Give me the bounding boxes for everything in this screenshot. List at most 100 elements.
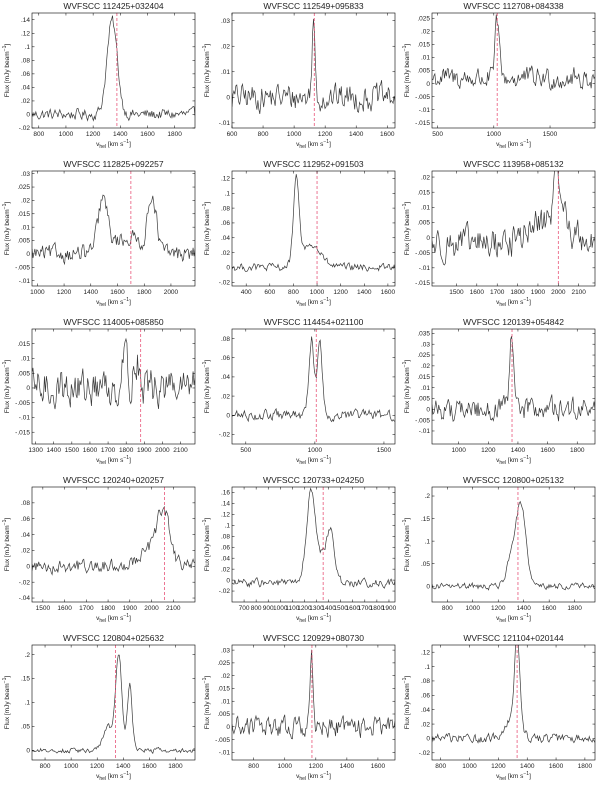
y-tick-label: -.01 <box>419 107 431 114</box>
y-tick-label: .16 <box>221 490 230 497</box>
x-axis-label: vhel [km s−1] <box>496 771 531 782</box>
x-axis-label: vhel [km s−1] <box>96 139 131 150</box>
y-tick-label: .015 <box>417 42 430 49</box>
spectrum-panel: WVFSCC 113958+085132 1500 1600 1700 1800 1900… <box>400 158 600 316</box>
x-tick-label: 1200 <box>90 763 105 770</box>
y-axis-label: Flux [mJy beam−1] <box>402 202 411 256</box>
x-tick-label: 1000 <box>273 605 288 612</box>
x-axis-label: vhel [km s−1] <box>296 455 331 466</box>
x-tick-label: 2000 <box>144 605 159 612</box>
x-tick-label: 1000 <box>462 763 477 770</box>
y-tick-label: 0 <box>426 235 430 242</box>
y-tick-label: .2 <box>25 652 31 659</box>
y-tick-label: .08 <box>21 58 30 65</box>
y-tick-label: .02 <box>421 721 430 728</box>
y-tick-label: .005 <box>17 238 30 245</box>
y-tick-label: -.015 <box>15 429 30 436</box>
y-axis-label: Flux [mJy beam−1] <box>402 360 411 414</box>
y-tick-label: .02 <box>21 198 30 205</box>
spectrum-chart: WVFSCC 112708+084338 500 1000 1500 -.015 -.01… <box>402 1 596 150</box>
y-tick-label: .1 <box>25 44 31 51</box>
x-tick-label: 1800 <box>167 131 182 138</box>
y-tick-label: .1 <box>225 523 231 530</box>
spectrum-line <box>232 18 395 115</box>
x-tick-label: 1600 <box>380 131 395 138</box>
x-tick-label: 800 <box>435 763 446 770</box>
x-tick-label: 1400 <box>340 763 355 770</box>
y-tick-label: .01 <box>21 224 30 231</box>
chart-title: WVFSCC 112708+084338 <box>463 1 564 11</box>
y-tick-label: .06 <box>221 355 230 362</box>
chart-title: WVFSCC 120240+020257 <box>63 475 164 485</box>
x-tick-label: 1700 <box>358 605 373 612</box>
x-tick-label: 1800 <box>578 763 593 770</box>
y-tick-label: .025 <box>417 352 430 359</box>
y-tick-label: .08 <box>421 678 430 685</box>
x-tick-label: 1800 <box>370 605 385 612</box>
y-tick-label: .06 <box>421 693 430 700</box>
spectrum-line <box>32 337 195 410</box>
spectrum-chart: WVFSCC 120804+025632 800 1000 1200 1400 1600 1… <box>2 633 196 782</box>
x-tick-label: 1200 <box>86 131 101 138</box>
x-tick-label: 1400 <box>357 289 372 296</box>
spectrum-panel: WVFSCC 112952+091503 400 600 800 1000 1200 140… <box>200 158 400 316</box>
x-tick-label: 2000 <box>551 289 566 296</box>
spectrum-panel: WVFSCC 120240+020257 1500 1600 1700 1800 1900… <box>0 474 200 632</box>
y-tick-label: .15 <box>421 516 430 523</box>
x-tick-label: 1000 <box>451 447 466 454</box>
y-tick-label: -.01 <box>419 428 431 435</box>
spectrum-chart: WVFSCC 121104+020144 800 1000 1200 1400 1600 1… <box>402 633 596 782</box>
spectrum-panel: WVFSCC 120800+025132 800 1000 1200 1400 1600 1… <box>400 474 600 632</box>
x-tick-label: 1500 <box>36 605 51 612</box>
y-tick-label: 0 <box>226 265 230 272</box>
y-tick-label: .04 <box>21 532 30 539</box>
x-tick-label: 1600 <box>83 447 98 454</box>
spectrum-line <box>432 171 595 266</box>
y-axis-label: Flux [mJy beam−1] <box>2 676 11 730</box>
x-tick-label: 1400 <box>321 605 336 612</box>
x-tick-label: 1100 <box>285 605 299 612</box>
y-tick-label: .005 <box>417 396 430 403</box>
y-tick-label: .04 <box>221 374 230 381</box>
y-tick-label: .04 <box>221 235 230 242</box>
chart-title: WVFSCC 112825+092257 <box>63 159 164 169</box>
x-tick-label: 2100 <box>173 447 188 454</box>
y-tick-label: .12 <box>21 30 30 37</box>
x-axis-label: vhel [km s−1] <box>496 455 531 466</box>
y-tick-label: -.01 <box>19 415 31 422</box>
y-tick-label: .025 <box>17 184 30 191</box>
x-tick-label: 1600 <box>346 605 361 612</box>
y-tick-label: .005 <box>417 68 430 75</box>
y-tick-label: -.005 <box>415 250 430 257</box>
chart-title: WVFSCC 112425+032404 <box>63 1 164 11</box>
x-tick-label: 1500 <box>543 131 558 138</box>
spectrum-panel: WVFSCC 120929+080730 800 1000 1200 1400 1600 -… <box>200 632 400 790</box>
x-tick-label: 1600 <box>140 131 155 138</box>
y-tick-label: 0 <box>26 385 30 392</box>
x-tick-label: 1000 <box>64 763 79 770</box>
y-tick-label: .1 <box>225 190 231 197</box>
y-tick-label: -.005 <box>415 417 430 424</box>
y-tick-label: .04 <box>21 85 30 92</box>
x-tick-label: 1800 <box>567 605 582 612</box>
x-tick-label: 1800 <box>119 447 134 454</box>
y-tick-label: -.01 <box>219 750 231 757</box>
x-tick-label: 1200 <box>309 763 324 770</box>
x-axis-label: vhel [km s−1] <box>296 139 331 150</box>
y-tick-label: -.005 <box>15 264 30 271</box>
y-axis-label: Flux [mJy beam−1] <box>2 518 11 572</box>
x-tick-label: 600 <box>264 289 275 296</box>
x-axis-label: vhel [km s−1] <box>296 613 331 624</box>
chart-title: WVFSCC 120929+080730 <box>263 633 364 643</box>
y-tick-label: -.01 <box>219 120 231 127</box>
axes-frame <box>231 328 396 445</box>
y-tick-label: .02 <box>221 43 230 50</box>
x-axis-label: vhel [km s−1] <box>96 297 131 308</box>
x-tick-label: 1000 <box>278 763 293 770</box>
y-tick-label: -.02 <box>219 588 231 595</box>
x-tick-label: 800 <box>288 289 299 296</box>
y-tick-label: -.02 <box>19 125 31 132</box>
y-tick-label: .04 <box>221 555 230 562</box>
x-tick-label: 1600 <box>542 605 557 612</box>
